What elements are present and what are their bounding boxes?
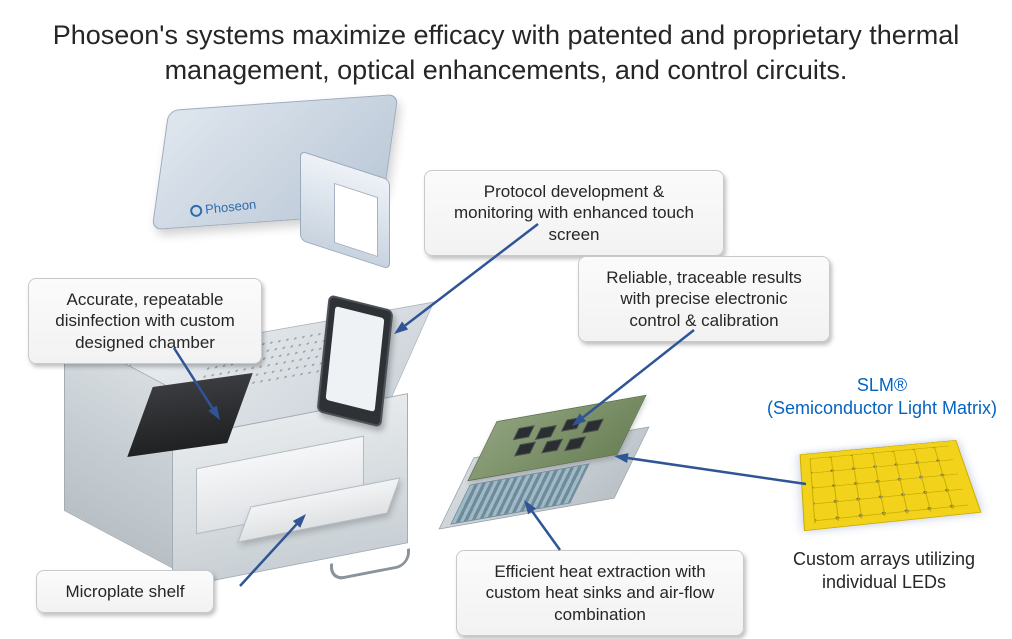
page-title: Phoseon's systems maximize efficacy with… (0, 18, 1012, 88)
callout-protocol: Protocol development & monitoring with e… (424, 170, 724, 256)
arrow-line-efficient-to-heatsink (532, 511, 560, 550)
callout-microplate: Microplate shelf (36, 570, 214, 613)
slm-title: SLM® (Semiconductor Light Matrix) (756, 374, 1008, 419)
illus-slm-wrap (802, 428, 970, 536)
callout-efficient: Efficient heat extraction with custom he… (456, 550, 744, 636)
arrow-line-slm-to-board (628, 458, 806, 484)
slm-caption: Custom arrays utilizing individual LEDs (774, 548, 994, 593)
illus-screen-face (326, 306, 385, 412)
callout-reliable: Reliable, traceable results with precise… (578, 256, 830, 342)
slm-title-line2: (Semiconductor Light Matrix) (767, 398, 997, 418)
callout-accurate: Accurate, repeatable disinfection with c… (28, 278, 262, 364)
slm-title-line1: SLM® (857, 375, 907, 395)
